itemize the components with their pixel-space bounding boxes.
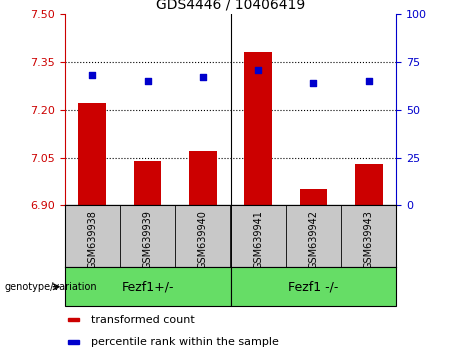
Text: GSM639939: GSM639939	[142, 210, 153, 269]
Bar	[68, 341, 79, 344]
Bar	[230, 267, 396, 306]
Text: percentile rank within the sample: percentile rank within the sample	[91, 337, 279, 347]
Point	[310, 80, 317, 86]
Text: genotype/variation: genotype/variation	[5, 282, 97, 292]
Bar	[134, 161, 161, 205]
Bar	[78, 103, 106, 205]
Text: Fezf1+/-: Fezf1+/-	[121, 280, 174, 293]
Point	[89, 73, 96, 78]
Bar	[244, 52, 272, 205]
Text: GSM639938: GSM639938	[87, 210, 97, 269]
Text: GSM639940: GSM639940	[198, 210, 208, 269]
Point	[254, 67, 262, 73]
Point	[199, 74, 207, 80]
Bar	[65, 267, 230, 306]
Title: GDS4446 / 10406419: GDS4446 / 10406419	[156, 0, 305, 12]
Bar	[300, 189, 327, 205]
Bar	[189, 151, 217, 205]
Text: transformed count: transformed count	[91, 315, 195, 325]
Text: GSM639943: GSM639943	[364, 210, 374, 269]
Text: GSM639941: GSM639941	[253, 210, 263, 269]
Bar	[68, 318, 79, 321]
Bar	[355, 164, 383, 205]
Point	[365, 78, 372, 84]
Point	[144, 78, 151, 84]
Text: Fezf1 -/-: Fezf1 -/-	[288, 280, 339, 293]
Text: GSM639942: GSM639942	[308, 210, 319, 269]
